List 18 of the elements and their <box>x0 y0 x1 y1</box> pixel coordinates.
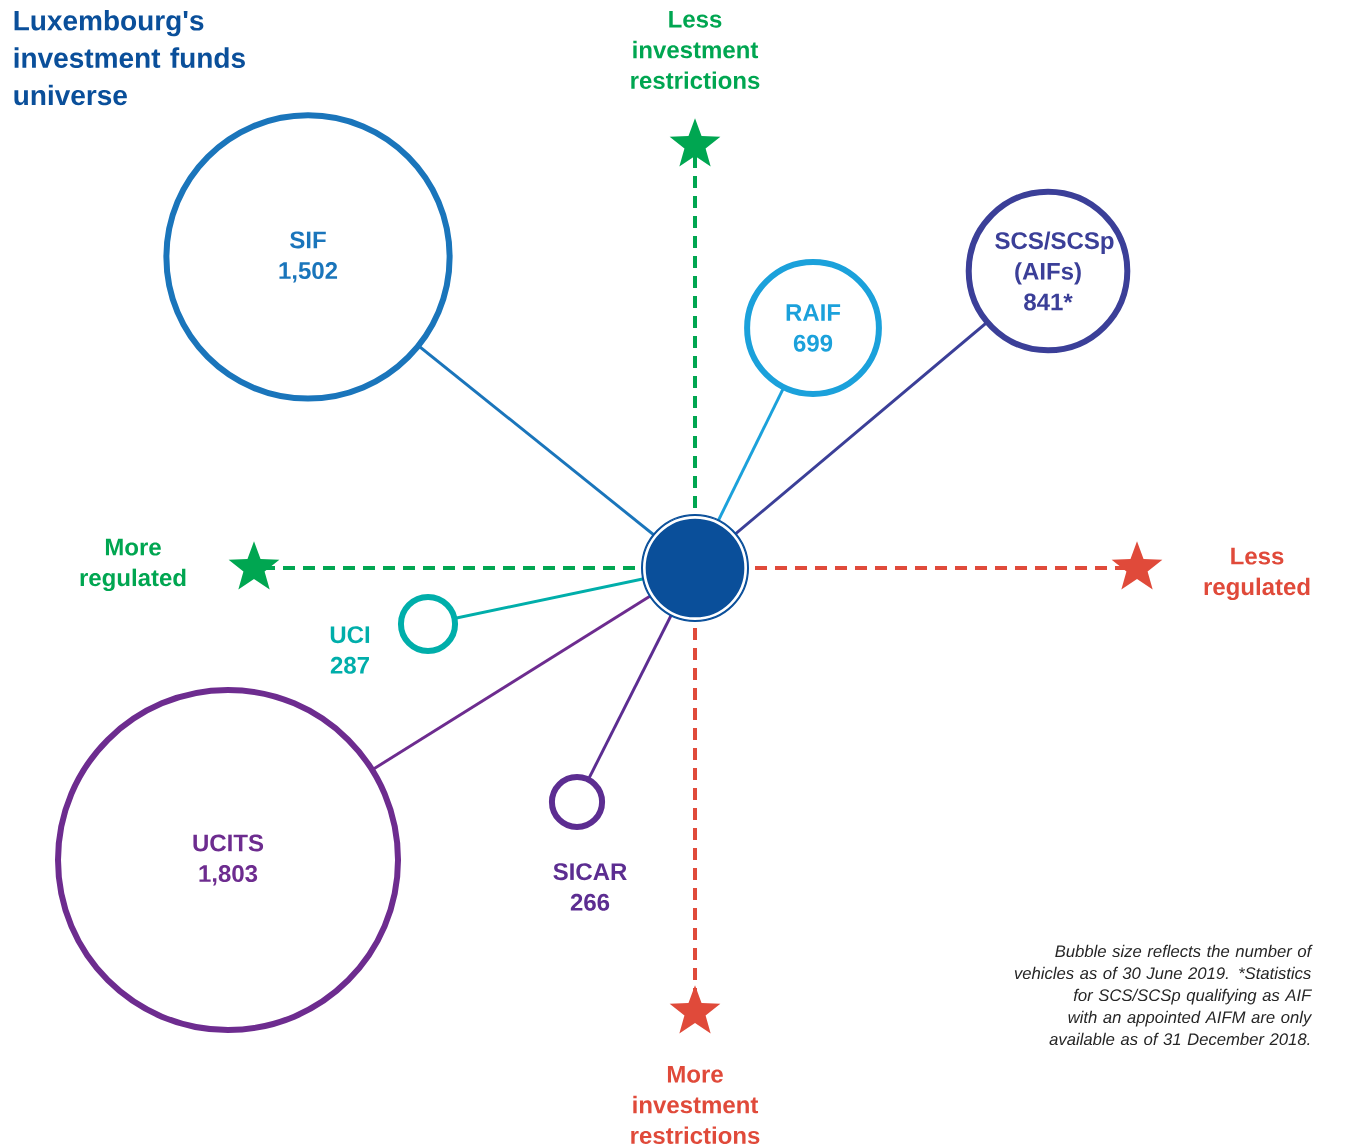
text: Luxembourg's investment funds universe <box>14 10 245 106</box>
text: Bubble size reflects the number of vehicles as of 30 June 2019. *Statistics for SCS/SCSp qualifying as AIF with an appointed AIFM are only available as of 31 December 2018. <box>1014 944 1313 1046</box>
category-label: UCITS <box>193 834 264 852</box>
category-label: SIF <box>290 231 326 249</box>
text: More regulated <box>80 538 186 592</box>
text: Less regulated <box>1204 547 1310 601</box>
category-label: UCI <box>330 626 370 644</box>
data-label: 841* <box>1024 293 1073 311</box>
data-label: 1,502 <box>279 262 338 283</box>
data-label: 699 <box>793 334 833 352</box>
data-label: 287 <box>330 656 369 674</box>
text: More investment restrictions <box>631 1065 760 1145</box>
category-label: SICAR <box>553 863 627 881</box>
data-label: 266 <box>570 893 610 911</box>
category-label: SCS/SCSp (AIFs) <box>995 231 1114 285</box>
data-label: 1,803 <box>199 865 258 886</box>
text: Less investment restrictions <box>631 10 760 90</box>
category-label: RAIF <box>786 304 841 321</box>
